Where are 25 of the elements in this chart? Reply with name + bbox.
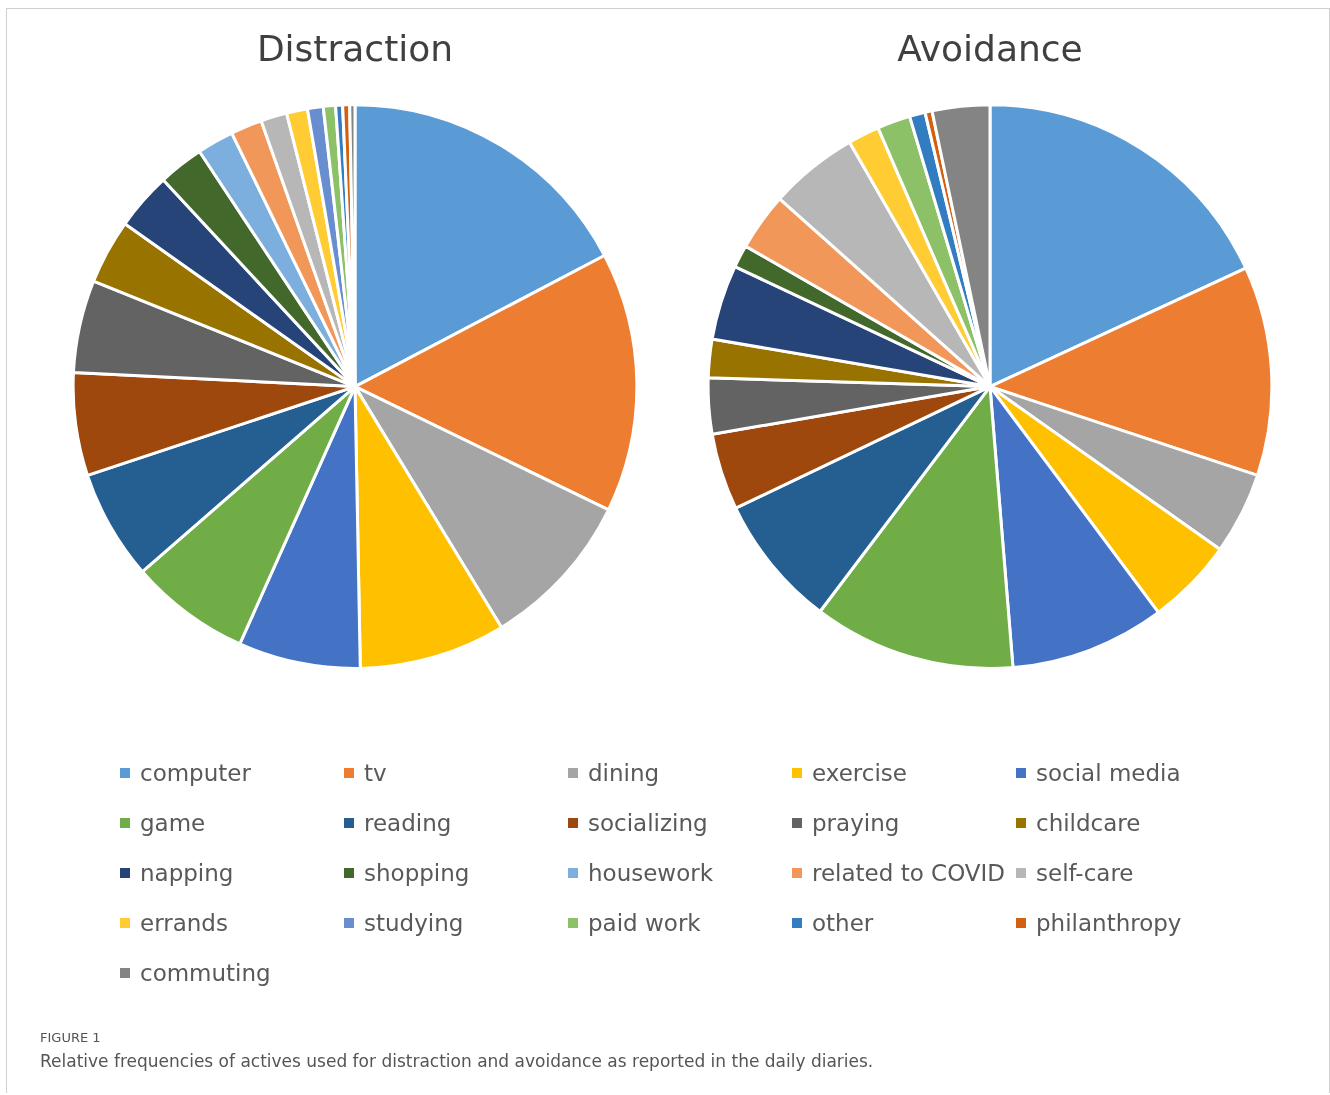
legend-label: game xyxy=(139,810,207,836)
legend-label: shopping xyxy=(363,860,471,886)
legend-label: napping xyxy=(139,860,235,886)
legend-label: commuting xyxy=(139,960,272,986)
legend-label: housework xyxy=(587,860,715,886)
legend-label: reading xyxy=(363,810,453,836)
legend-label: self-care xyxy=(1035,860,1135,886)
legend-label: computer xyxy=(139,760,252,786)
legend-label: other xyxy=(811,910,875,936)
caption: FIGURE 1 xyxy=(40,1030,102,1045)
legend-label: errands xyxy=(139,910,229,936)
legend-label: related to COVID xyxy=(811,860,1007,886)
legend-label: exercise xyxy=(811,760,908,786)
legend-label: studying xyxy=(363,910,465,936)
legend-label: social media xyxy=(1035,760,1182,786)
slice-label: Avoidance xyxy=(897,27,1083,69)
legend-label: tv xyxy=(363,760,388,786)
legend-label: philanthropy xyxy=(1035,910,1183,936)
legend-label: paid work xyxy=(587,910,702,936)
slice-label: Distraction xyxy=(256,27,454,69)
legend-label: childcare xyxy=(1035,810,1142,836)
legend-label: praying xyxy=(811,810,901,836)
legend-label: dining xyxy=(587,760,661,786)
legend-label: socializing xyxy=(587,810,709,836)
text: Relative frequencies of actives used for distraction and avoidance as reported in the daily diaries. xyxy=(40,1051,874,1071)
